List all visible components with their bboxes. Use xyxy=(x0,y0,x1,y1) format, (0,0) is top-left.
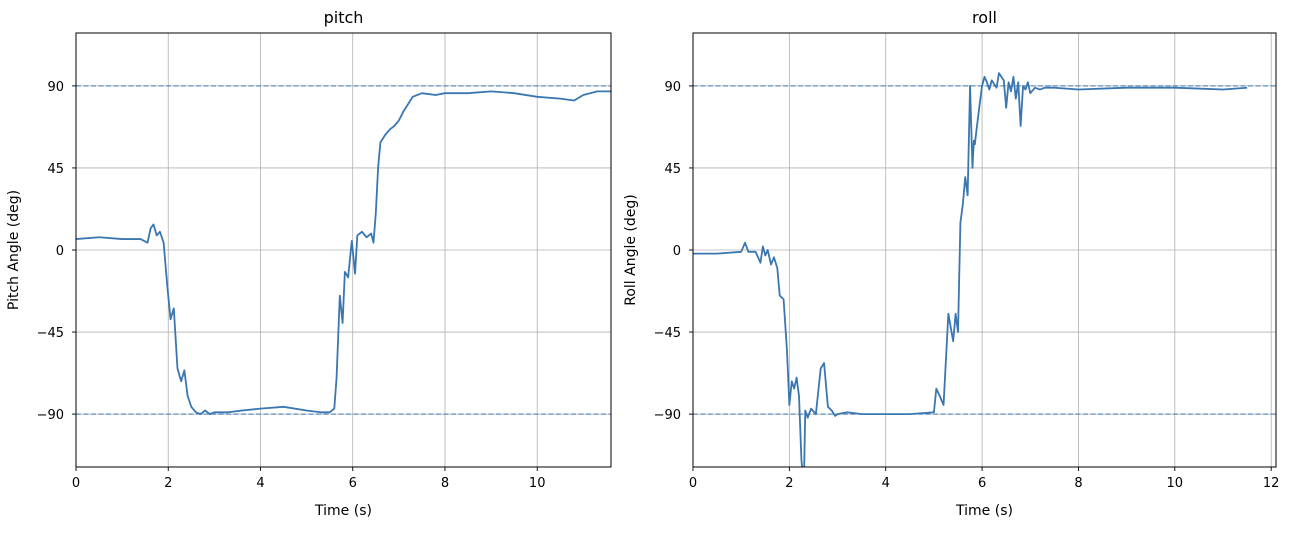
roll-xtick-label: 0 xyxy=(689,476,697,491)
roll-x-axis-label: Time (s) xyxy=(955,503,1013,519)
roll-xtick-label: 4 xyxy=(882,476,890,491)
roll-chart-title: roll xyxy=(972,8,997,27)
roll-xtick-label: 12 xyxy=(1263,476,1280,491)
roll-ytick-label: 90 xyxy=(664,80,681,95)
roll-xtick-label: 2 xyxy=(785,476,793,491)
roll-xtick-label: 10 xyxy=(1167,476,1184,491)
pitch-ytick-label: 45 xyxy=(47,162,64,177)
pitch-xtick-label: 8 xyxy=(441,476,449,491)
pitch-xtick-label: 4 xyxy=(256,476,264,491)
pitch-xtick-label: 6 xyxy=(349,476,357,491)
roll-xtick-label: 6 xyxy=(978,476,986,491)
roll-ytick-label: 45 xyxy=(664,162,681,177)
pitch-xtick-label: 2 xyxy=(164,476,172,491)
roll-series-line xyxy=(693,72,1248,467)
roll-xtick-label: 8 xyxy=(1074,476,1082,491)
roll-ytick-label: −45 xyxy=(654,326,681,341)
roll-ytick-label: −90 xyxy=(654,408,681,423)
pitch-ytick-label: 0 xyxy=(56,244,64,259)
pitch-ytick-label: −45 xyxy=(37,326,64,341)
pitch-x-axis-label: Time (s) xyxy=(314,503,372,519)
pitch-ytick-label: −90 xyxy=(37,408,64,423)
roll-y-axis-label: Roll Angle (deg) xyxy=(623,194,639,306)
pitch-chart: 0 2 4 6 8 10 −90 −45 0 45 90 pitch Time (s) Pitch Ang… xyxy=(6,8,612,519)
pitch-y-axis-label: Pitch Angle (deg) xyxy=(6,190,22,310)
pitch-chart-title: pitch xyxy=(324,8,364,27)
pitch-xtick-label: 0 xyxy=(72,476,80,491)
pitch-xtick-label: 10 xyxy=(529,476,546,491)
pitch-ytick-label: 90 xyxy=(47,80,64,95)
pitch-series-line xyxy=(76,90,611,416)
roll-ytick-label: 0 xyxy=(673,244,681,259)
roll-chart: 0 2 4 6 8 10 12 −90 −45 0 45 90 roll Time (s) Roll Ang… xyxy=(623,8,1279,519)
